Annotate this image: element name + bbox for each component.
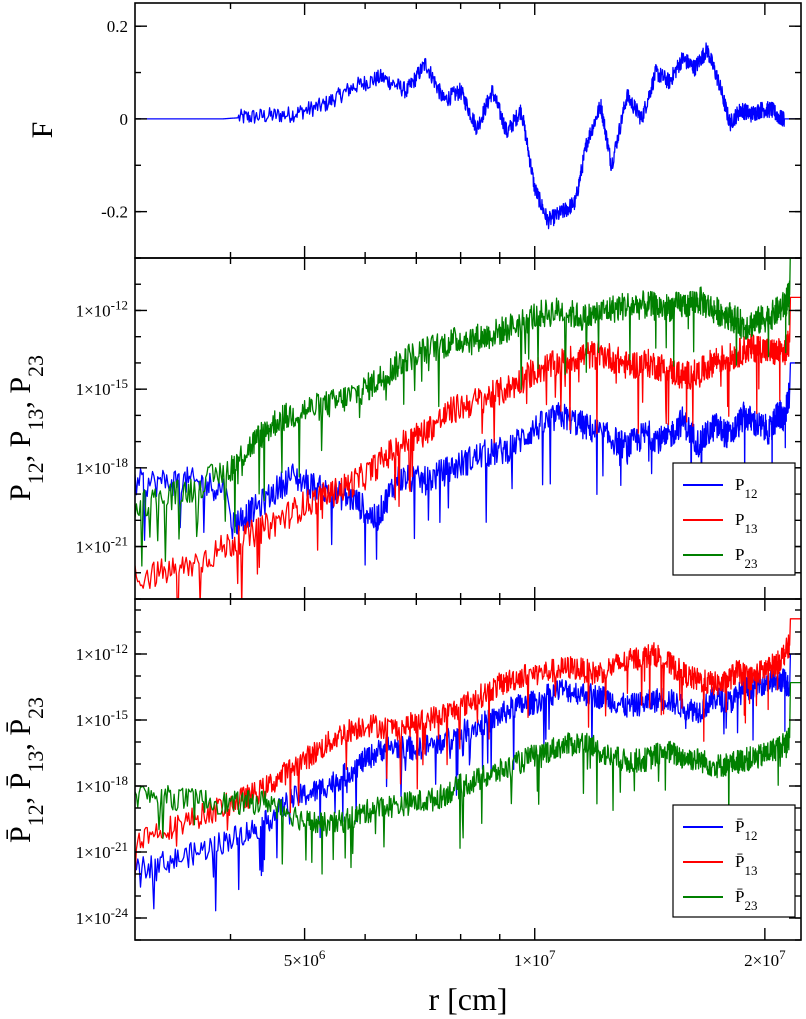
- x-tick-label: 2×107: [744, 947, 786, 971]
- series-line-p13-panel3: [135, 618, 801, 878]
- legend-entry: P13: [735, 510, 757, 536]
- y-tick-label: 0.2: [107, 17, 128, 36]
- x-tick-label: 1×107: [514, 947, 556, 971]
- legend-entry: P̄23: [735, 887, 757, 913]
- panel-2: 1×10-12 1×10-15 1×10-18 1×10-21 P12, P13, P2…: [4, 257, 802, 600]
- plot-frame: [134, 2, 802, 259]
- y-axis-title: P12, P13, P23: [4, 355, 48, 501]
- series-group: [135, 258, 801, 599]
- series-group: [135, 42, 801, 230]
- x-tick-label: 5×106: [284, 947, 326, 971]
- y-tick-label: 1×10-21: [76, 839, 128, 863]
- y-tick-label: 1×10-21: [76, 533, 128, 557]
- panel-3: 1×10-12 1×10-15 1×10-18 1×10-21 1×10-24 P̄12,…: [4, 598, 802, 941]
- panel-1: 0.2 0 -0.2 F: [26, 2, 802, 259]
- legend-entry: P̄12: [735, 817, 757, 843]
- series-line-f-panel1: [135, 42, 801, 230]
- legend-entry: P12: [735, 475, 757, 501]
- series-group: [135, 618, 801, 912]
- y-tick-label: 1×10-24: [76, 905, 129, 929]
- series-line-p23-panel3: [135, 681, 801, 875]
- y-tick-label: 1×10-12: [76, 641, 128, 665]
- x-axis-title: r [cm]: [428, 981, 507, 1017]
- y-tick-label: 1×10-15: [76, 707, 128, 731]
- legend-entry: P23: [735, 545, 757, 571]
- legend: P̄12 P̄13 P̄23: [672, 804, 796, 918]
- legend: P12 P13 P23: [672, 462, 796, 576]
- series-line-p13-panel2: [135, 296, 801, 599]
- y-tick-label: 0: [120, 110, 129, 129]
- y-tick-label: 1×10-18: [76, 773, 128, 797]
- y-axis-title: F: [26, 122, 59, 139]
- y-tick-label: -0.2: [101, 203, 128, 222]
- series-line-p12-panel3: [135, 653, 801, 912]
- series-line-p23-panel2: [135, 258, 791, 567]
- y-tick-label: 1×10-12: [76, 297, 128, 321]
- y-tick-label: 1×10-18: [76, 454, 128, 478]
- legend-entry: P̄13: [735, 852, 757, 878]
- series-line-p12-panel2: [135, 362, 801, 566]
- y-axis-title: P̄12, P̄13, P̄23: [4, 697, 48, 843]
- plot-frame: [134, 598, 802, 941]
- y-tick-label: 1×10-15: [76, 376, 128, 400]
